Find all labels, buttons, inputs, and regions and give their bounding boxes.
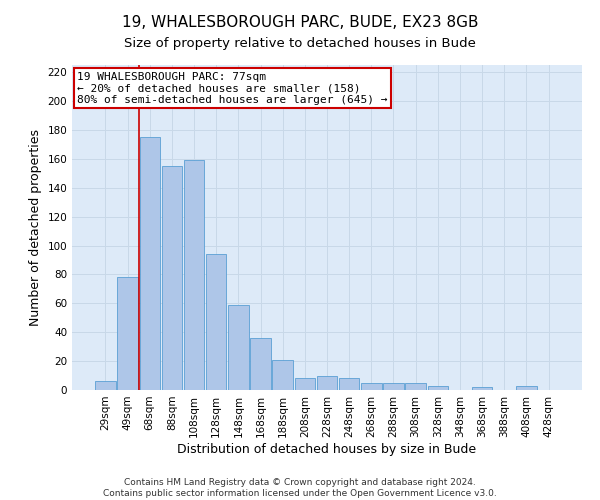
Bar	[361, 383, 382, 390]
Bar	[317, 376, 337, 390]
Bar	[383, 383, 404, 390]
Bar	[118, 278, 138, 390]
Bar	[140, 137, 160, 390]
Y-axis label: Number of detached properties: Number of detached properties	[29, 129, 42, 326]
Text: Size of property relative to detached houses in Bude: Size of property relative to detached ho…	[124, 38, 476, 51]
Bar	[406, 383, 426, 390]
Bar	[161, 166, 182, 390]
Bar	[95, 382, 116, 390]
Bar	[339, 378, 359, 390]
Bar	[472, 387, 493, 390]
Text: Contains HM Land Registry data © Crown copyright and database right 2024.
Contai: Contains HM Land Registry data © Crown c…	[103, 478, 497, 498]
Text: 19 WHALESBOROUGH PARC: 77sqm
← 20% of detached houses are smaller (158)
80% of s: 19 WHALESBOROUGH PARC: 77sqm ← 20% of de…	[77, 72, 388, 104]
Text: 19, WHALESBOROUGH PARC, BUDE, EX23 8GB: 19, WHALESBOROUGH PARC, BUDE, EX23 8GB	[122, 15, 478, 30]
Bar	[295, 378, 315, 390]
X-axis label: Distribution of detached houses by size in Bude: Distribution of detached houses by size …	[178, 442, 476, 456]
Bar	[228, 305, 248, 390]
Bar	[516, 386, 536, 390]
Bar	[184, 160, 204, 390]
Bar	[250, 338, 271, 390]
Bar	[206, 254, 226, 390]
Bar	[428, 386, 448, 390]
Bar	[272, 360, 293, 390]
